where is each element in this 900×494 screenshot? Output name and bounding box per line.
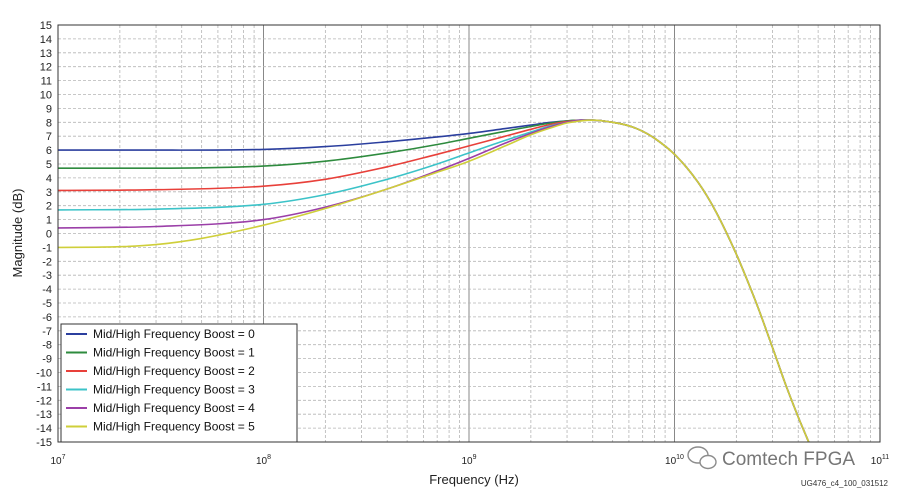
- y-tick-label: -8: [42, 340, 52, 352]
- y-tick-label: 0: [46, 229, 52, 241]
- y-tick-label: 10: [40, 90, 52, 102]
- figure-id: UG476_c4_100_031512: [801, 479, 889, 488]
- y-tick-label: 4: [46, 173, 52, 185]
- y-tick-label: -14: [36, 423, 52, 435]
- x-tick-label: 1010: [665, 454, 684, 467]
- y-tick-label: 13: [40, 48, 52, 60]
- y-tick-label: 7: [46, 131, 52, 143]
- y-tick-label: -15: [36, 437, 52, 449]
- y-tick-label: -1: [42, 242, 52, 254]
- x-axis-label: Frequency (Hz): [429, 472, 519, 487]
- y-tick-label: 2: [46, 201, 52, 213]
- y-tick-label: -3: [42, 270, 52, 282]
- plot-frame: [57, 24, 881, 443]
- x-tick-label: 108: [256, 454, 271, 467]
- y-tick-label: 11: [41, 76, 52, 88]
- y-tick-label: -7: [42, 326, 52, 338]
- x-tick-labels: 107 108 109 1010 1011: [50, 454, 889, 467]
- watermark-text: Comtech FPGA: [722, 449, 855, 470]
- y-tick-label: 8: [46, 117, 52, 129]
- watermark: Comtech FPGA: [687, 446, 855, 470]
- y-tick-label: -4: [42, 284, 52, 296]
- x-tick-label: 107: [50, 454, 65, 467]
- legend-label: Mid/High Frequency Boost = 1: [93, 346, 255, 360]
- y-tick-label: 6: [46, 145, 52, 157]
- legend-label: Mid/High Frequency Boost = 3: [93, 383, 255, 397]
- x-tick-label: 109: [461, 454, 476, 467]
- y-tick-labels: 1514131211109876543210-1-2-3-4-5-6-7-8-9…: [36, 20, 52, 449]
- legend-label: Mid/High Frequency Boost = 4: [93, 401, 255, 415]
- y-tick-label: 5: [46, 159, 52, 171]
- y-tick-label: -9: [42, 354, 52, 366]
- y-tick-label: -11: [37, 381, 52, 393]
- y-tick-label: -12: [36, 395, 52, 407]
- y-axis-label: Magnitude (dB): [10, 189, 25, 278]
- x-tick-label: 1011: [871, 454, 889, 467]
- y-tick-label: 14: [40, 34, 52, 46]
- y-tick-label: 12: [40, 62, 52, 74]
- series-layer: [57, 119, 810, 443]
- legend-box: [60, 323, 298, 443]
- wechat-icon: [687, 446, 717, 470]
- legend-label: Mid/High Frequency Boost = 2: [93, 364, 255, 378]
- y-tick-label: 3: [46, 187, 52, 199]
- y-tick-label: 9: [46, 103, 52, 115]
- legend-label: Mid/High Frequency Boost = 5: [93, 420, 255, 434]
- legend-label: Mid/High Frequency Boost = 0: [93, 327, 255, 341]
- y-tick-label: -10: [36, 368, 52, 380]
- y-tick-label: -5: [42, 298, 52, 310]
- y-tick-label: 1: [46, 215, 52, 227]
- series-line-5: [57, 119, 810, 443]
- legend: Mid/High Frequency Boost = 0 Mid/High Fre…: [60, 323, 298, 443]
- y-tick-label: -13: [36, 409, 52, 421]
- y-tick-label: 15: [40, 20, 52, 32]
- y-tick-label: -2: [42, 256, 52, 268]
- y-tick-label: -6: [42, 312, 52, 324]
